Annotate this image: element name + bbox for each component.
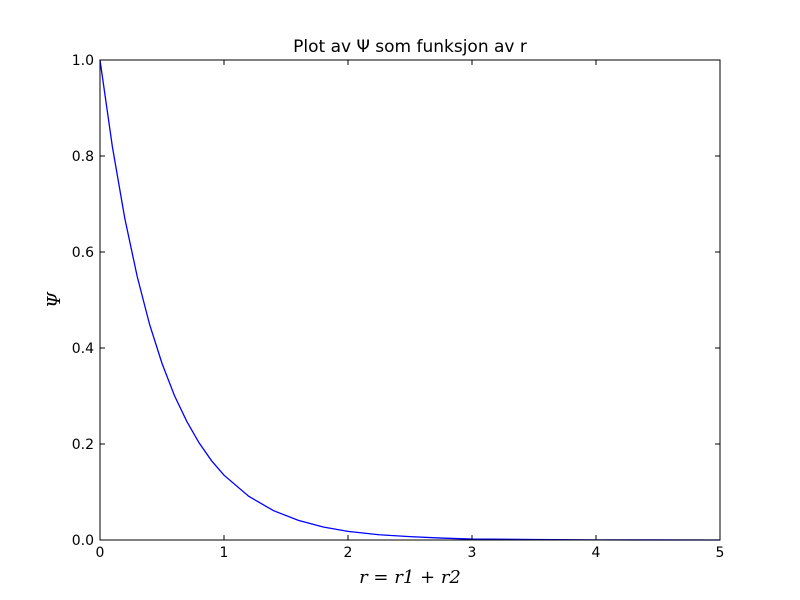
y-tick-label: 0.8 [72, 149, 94, 165]
axes-frame [99, 59, 721, 541]
x-tick-label: 1 [220, 545, 229, 561]
y-tick-label: 0.4 [72, 341, 94, 357]
x-tick-label: 3 [468, 545, 477, 561]
y-tick-label: 1.0 [72, 53, 94, 69]
y-axis: 0.0 0.2 0.4 0.6 0.8 1.0 [72, 53, 720, 549]
y-axis-label: Ψ [44, 291, 65, 308]
y-tick-label: 0.6 [72, 245, 94, 261]
x-axis-label: r = r1 + r2 [359, 567, 461, 588]
plot-area [99, 59, 721, 541]
series-line [99, 59, 721, 541]
x-tick-label: 4 [592, 545, 601, 561]
y-tick-label: 0.0 [72, 533, 94, 549]
x-tick-label: 5 [716, 545, 725, 561]
x-tick-label: 2 [344, 545, 353, 561]
x-tick-label: 0 [96, 545, 105, 561]
chart-title: Plot av Ψ som funksjon av r [293, 37, 527, 57]
y-tick-label: 0.2 [72, 437, 94, 453]
x-axis: 0 1 2 3 4 5 [96, 60, 725, 561]
